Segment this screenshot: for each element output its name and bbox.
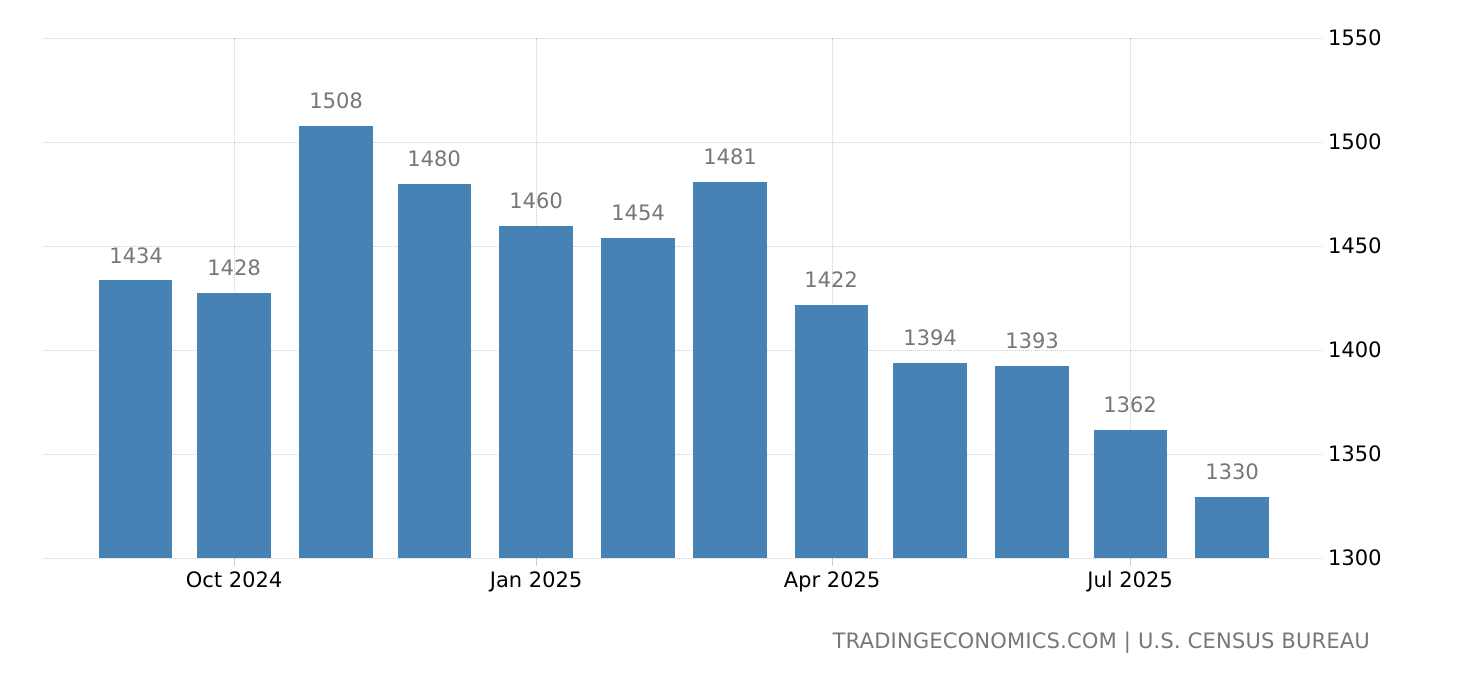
data-label: 1330 (1205, 460, 1259, 484)
y-axis-label: 1550 (1328, 26, 1382, 50)
data-label: 1480 (407, 147, 461, 171)
bar-jun-2025 (995, 366, 1069, 558)
gridline-1500 (43, 142, 1322, 143)
gridline-1300 (43, 558, 1322, 559)
data-label: 1481 (703, 145, 757, 169)
bar-jan-2025 (499, 226, 573, 558)
data-label: 1428 (207, 256, 261, 280)
bar-oct-2024 (197, 293, 271, 558)
vgridline-apr-2025 (832, 38, 833, 558)
x-axis-label: Jul 2025 (1087, 568, 1173, 592)
bar-nov-2024 (299, 126, 373, 558)
data-label: 1393 (1005, 329, 1059, 353)
x-tick (832, 558, 833, 566)
bar-mar-2025 (693, 182, 767, 558)
bar-aug-2025 (1195, 497, 1269, 558)
data-label: 1508 (309, 89, 363, 113)
bar-dec-2024 (398, 184, 471, 558)
vgridline-jul-2025 (1130, 38, 1131, 558)
bar-apr-2025 (795, 305, 868, 558)
gridline-1350 (43, 454, 1322, 455)
gridline-1450 (43, 246, 1322, 247)
x-axis-label: Oct 2024 (185, 568, 283, 592)
data-label: 1394 (903, 326, 957, 350)
x-axis-label: Jan 2025 (489, 568, 583, 592)
y-axis-label: 1300 (1328, 546, 1382, 570)
bar-jul-2025 (1094, 430, 1167, 558)
source-credit: TRADINGECONOMICS.COM | U.S. CENSUS BUREA… (832, 629, 1370, 653)
gridline-1550 (43, 38, 1322, 39)
bar-feb-2025 (601, 238, 675, 558)
data-label: 1422 (804, 268, 858, 292)
y-axis-label: 1450 (1328, 234, 1382, 258)
x-axis-label: Apr 2025 (783, 568, 881, 592)
y-axis-label: 1400 (1328, 338, 1382, 362)
bar-may-2025 (893, 363, 967, 558)
y-axis-label: 1350 (1328, 442, 1382, 466)
data-label: 1434 (109, 244, 163, 268)
gridline-1400 (43, 350, 1322, 351)
data-label: 1454 (611, 201, 665, 225)
data-label: 1362 (1103, 393, 1157, 417)
x-tick (536, 558, 537, 566)
bar-sep-2024 (99, 280, 172, 558)
x-tick (1130, 558, 1131, 566)
x-tick (234, 558, 235, 566)
data-label: 1460 (509, 189, 563, 213)
y-axis-label: 1500 (1328, 130, 1382, 154)
